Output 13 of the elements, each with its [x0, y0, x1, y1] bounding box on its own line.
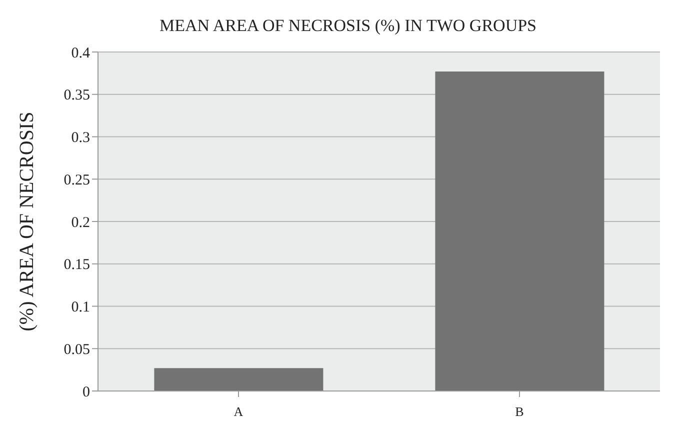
- y-tick-label: 0.2: [71, 214, 90, 231]
- y-axis-title: (%) AREA OF NECROSIS: [16, 112, 38, 332]
- y-tick-label: 0.4: [71, 45, 90, 62]
- y-tick-label: 0.05: [64, 342, 90, 358]
- x-tick-label: B: [515, 404, 524, 420]
- y-tick-label: 0.25: [64, 172, 90, 188]
- y-tick-label: 0.1: [71, 300, 90, 316]
- y-tick-label: 0.3: [71, 130, 90, 146]
- y-tick-label: 0.15: [64, 257, 90, 274]
- y-tick-label: 0: [82, 384, 90, 400]
- x-tick-label: A: [234, 404, 244, 420]
- y-tick-label: 0.35: [64, 88, 90, 104]
- chart-title: MEAN AREA OF NECROSIS (%) IN TWO GROUPS: [158, 15, 538, 37]
